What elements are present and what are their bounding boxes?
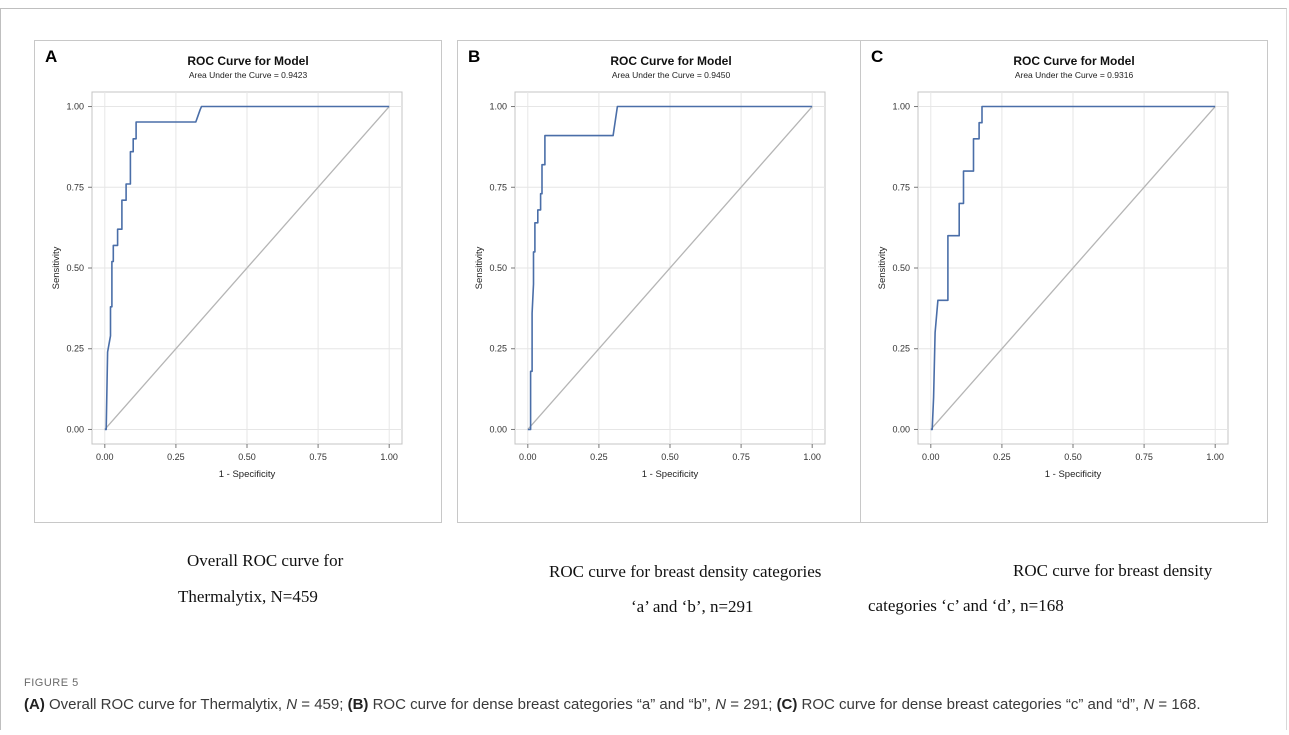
roc-curve-line bbox=[930, 105, 1216, 431]
x-tick-label: 0.75 bbox=[732, 452, 750, 462]
x-axis-label: 1 - Specificity bbox=[1045, 469, 1102, 480]
x-tick-label: 0.00 bbox=[922, 452, 940, 462]
subcaption-c-line2: categories ‘c’ and ‘d’, n=168 bbox=[868, 596, 1064, 615]
y-axis-label: Sensitivity bbox=[877, 246, 888, 289]
y-tick-label: 0.50 bbox=[489, 263, 507, 273]
caption-nval-a: = 459; bbox=[297, 696, 348, 713]
subcaption-a-line1: Overall ROC curve for bbox=[187, 551, 344, 570]
caption-nval-b: = 291; bbox=[726, 696, 777, 713]
subcaption-b-line2: ‘a’ and ‘b’, n=291 bbox=[631, 597, 754, 616]
x-tick-label: 1.00 bbox=[1206, 452, 1224, 462]
x-axis-label: 1 - Specificity bbox=[642, 469, 699, 480]
roc-panel-a: A ROC Curve for Model Area Under the Curv… bbox=[34, 40, 442, 523]
x-tick-label: 0.25 bbox=[993, 452, 1011, 462]
roc-curve-line bbox=[104, 105, 390, 431]
x-tick-label: 0.75 bbox=[309, 452, 327, 462]
chart-subtitle: Area Under the Curve = 0.9316 bbox=[1015, 70, 1134, 80]
caption-tag-b: (B) bbox=[347, 696, 369, 713]
caption-n-c: N bbox=[1143, 696, 1155, 713]
reference-diagonal bbox=[527, 106, 813, 430]
caption-tag-c: (C) bbox=[776, 696, 798, 713]
chart-title: ROC Curve for Model bbox=[610, 54, 731, 68]
y-tick-label: 0.50 bbox=[66, 263, 84, 273]
subcaption-b-line1: ROC curve for breast density categories bbox=[549, 562, 822, 581]
x-tick-label: 0.00 bbox=[519, 452, 537, 462]
chart-subtitle: Area Under the Curve = 0.9450 bbox=[612, 70, 731, 80]
x-axis-label: 1 - Specificity bbox=[219, 469, 276, 480]
y-tick-label: 1.00 bbox=[892, 102, 910, 112]
y-tick-label: 0.00 bbox=[66, 424, 84, 434]
caption-text-b: ROC curve for dense breast categories “a… bbox=[368, 696, 716, 713]
caption-text-c: ROC curve for dense breast categories “c… bbox=[797, 696, 1144, 713]
x-tick-label: 1.00 bbox=[380, 452, 398, 462]
reference-diagonal bbox=[930, 106, 1216, 430]
figure-caption: (A) Overall ROC curve for Thermalytix, N… bbox=[24, 695, 1264, 714]
roc-chart-b: ROC Curve for Model Area Under the Curve … bbox=[474, 54, 826, 480]
roc-chart-c: ROC Curve for Model Area Under the Curve … bbox=[877, 54, 1229, 480]
x-tick-label: 0.50 bbox=[238, 452, 256, 462]
x-tick-label: 1.00 bbox=[803, 452, 821, 462]
y-tick-label: 1.00 bbox=[489, 102, 507, 112]
panel-letter-c: C bbox=[871, 47, 884, 66]
x-tick-label: 0.00 bbox=[96, 452, 114, 462]
x-tick-label: 0.75 bbox=[1135, 452, 1153, 462]
panel-letter-a: A bbox=[45, 47, 58, 66]
caption-n-a: N bbox=[286, 696, 298, 713]
subcaption-c-line1: ROC curve for breast density bbox=[1013, 561, 1213, 580]
y-tick-label: 0.25 bbox=[66, 344, 84, 354]
roc-curve-line bbox=[527, 105, 813, 431]
y-tick-label: 1.00 bbox=[66, 102, 84, 112]
y-tick-label: 0.25 bbox=[892, 344, 910, 354]
y-axis-label: Sensitivity bbox=[51, 246, 62, 289]
caption-nval-c: = 168. bbox=[1154, 696, 1201, 713]
y-tick-label: 0.50 bbox=[892, 263, 910, 273]
reference-diagonal bbox=[104, 106, 390, 430]
roc-panel-c: C ROC Curve for Model Area Under the Curv… bbox=[860, 40, 1268, 523]
y-tick-label: 0.25 bbox=[489, 344, 507, 354]
x-tick-label: 0.50 bbox=[1064, 452, 1082, 462]
y-tick-label: 0.75 bbox=[892, 182, 910, 192]
chart-title: ROC Curve for Model bbox=[187, 54, 308, 68]
caption-tag-a: (A) bbox=[24, 696, 45, 713]
y-tick-label: 0.75 bbox=[489, 182, 507, 192]
caption-n-b: N bbox=[715, 696, 727, 713]
y-axis-label: Sensitivity bbox=[474, 246, 485, 289]
x-tick-label: 0.25 bbox=[590, 452, 608, 462]
x-tick-label: 0.50 bbox=[661, 452, 679, 462]
subcaption-a-line2: Thermalytix, N=459 bbox=[178, 587, 318, 606]
x-tick-label: 0.25 bbox=[167, 452, 185, 462]
figure-label: FIGURE 5 bbox=[24, 677, 79, 689]
panel-letter-b: B bbox=[468, 47, 481, 66]
roc-panel-b: B ROC Curve for Model Area Under the Curv… bbox=[457, 40, 865, 523]
chart-title: ROC Curve for Model bbox=[1013, 54, 1134, 68]
y-tick-label: 0.75 bbox=[66, 182, 84, 192]
chart-subtitle: Area Under the Curve = 0.9423 bbox=[189, 70, 308, 80]
y-tick-label: 0.00 bbox=[892, 424, 910, 434]
figure-frame bbox=[0, 8, 1287, 730]
y-tick-label: 0.00 bbox=[489, 424, 507, 434]
caption-text-a: Overall ROC curve for Thermalytix, bbox=[44, 696, 287, 713]
roc-chart-a: ROC Curve for Model Area Under the Curve … bbox=[51, 54, 403, 480]
